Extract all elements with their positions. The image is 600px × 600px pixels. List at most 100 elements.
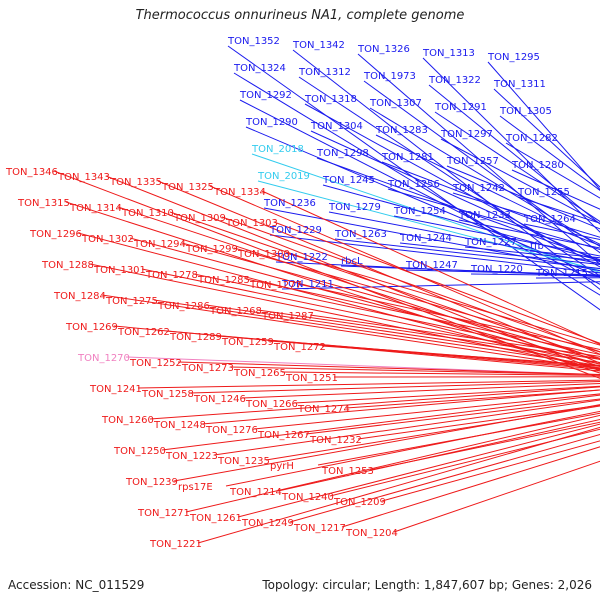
reverse-gene-label[interactable]: TON_1214 bbox=[229, 487, 282, 498]
forward-gene-label[interactable]: TON_1257 bbox=[446, 156, 499, 167]
forward-gene-label[interactable]: TON_2019 bbox=[257, 171, 310, 182]
reverse-gene-label[interactable]: TON_1294 bbox=[133, 239, 186, 250]
reverse-gene-label[interactable]: TON_1265 bbox=[233, 368, 286, 379]
reverse-gene-label[interactable]: TON_1248 bbox=[153, 420, 206, 431]
forward-gene-label[interactable]: TON_1297 bbox=[440, 129, 493, 140]
forward-gene-label[interactable]: TON_1291 bbox=[434, 102, 487, 113]
forward-gene-label[interactable]: TON_1233 bbox=[458, 210, 511, 221]
reverse-gene-label[interactable]: TON_1262 bbox=[117, 327, 170, 338]
forward-gene-label[interactable]: TON_1290 bbox=[245, 117, 298, 128]
reverse-gene-label[interactable]: TON_1240 bbox=[281, 492, 334, 503]
reverse-gene-label[interactable]: TON_1250 bbox=[113, 446, 166, 457]
reverse-gene-label[interactable]: TON_1270 bbox=[77, 353, 130, 364]
forward-gene-label[interactable]: TON_1311 bbox=[493, 79, 546, 90]
reverse-gene-label[interactable]: TON_1261 bbox=[189, 513, 242, 524]
reverse-gene-label[interactable]: TON_1274 bbox=[297, 404, 350, 415]
forward-gene-label[interactable]: TON_1322 bbox=[428, 75, 481, 86]
forward-gene-label[interactable]: TON_1280 bbox=[511, 160, 564, 171]
reverse-gene-label[interactable]: TON_1335 bbox=[109, 177, 162, 188]
reverse-gene-label[interactable]: TON_1277 bbox=[249, 280, 302, 291]
reverse-gene-label[interactable]: pyrH bbox=[270, 461, 294, 472]
forward-gene-label[interactable]: TON_1211 bbox=[281, 279, 334, 290]
forward-gene-label[interactable]: TON_1324 bbox=[233, 63, 286, 74]
reverse-gene-label[interactable]: TON_1241 bbox=[89, 384, 142, 395]
forward-gene-label[interactable]: TON_1283 bbox=[375, 125, 428, 136]
forward-gene-label[interactable]: TON_1352 bbox=[227, 36, 280, 47]
reverse-gene-label[interactable]: TON_1217 bbox=[293, 523, 346, 534]
forward-gene-label[interactable]: TON_1242 bbox=[452, 183, 505, 194]
forward-gene-label[interactable]: TON_1973 bbox=[363, 71, 416, 82]
reverse-gene-label[interactable]: TON_1239 bbox=[125, 477, 178, 488]
reverse-gene-label[interactable]: TON_1285 bbox=[197, 275, 250, 286]
forward-gene-label[interactable]: TON_1295 bbox=[487, 52, 540, 63]
reverse-gene-label[interactable]: TON_1276 bbox=[205, 425, 258, 436]
forward-gene-label[interactable]: TON_1220 bbox=[470, 264, 523, 275]
forward-gene-label[interactable]: TON_1247 bbox=[405, 260, 458, 271]
forward-gene-label[interactable]: TON_1292 bbox=[239, 90, 292, 101]
forward-gene-label[interactable]: TON_1305 bbox=[499, 106, 552, 117]
reverse-gene-label[interactable]: TON_1251 bbox=[285, 373, 338, 384]
reverse-gene-label[interactable]: TON_1278 bbox=[145, 270, 198, 281]
reverse-gene-label[interactable]: TON_1223 bbox=[165, 451, 218, 462]
forward-gene-label[interactable]: TON_1313 bbox=[422, 48, 475, 59]
reverse-gene-label[interactable]: TON_1267 bbox=[257, 430, 310, 441]
forward-gene-label[interactable]: TON_2018 bbox=[251, 144, 304, 155]
reverse-gene-label[interactable]: TON_1266 bbox=[245, 399, 298, 410]
reverse-gene-label[interactable]: TON_1259 bbox=[221, 337, 274, 348]
reverse-gene-label[interactable]: TON_1273 bbox=[181, 363, 234, 374]
reverse-gene-label[interactable]: TON_1235 bbox=[217, 456, 270, 467]
reverse-gene-label[interactable]: TON_1204 bbox=[345, 528, 398, 539]
reverse-gene-label[interactable]: TON_1252 bbox=[129, 358, 182, 369]
forward-gene-label[interactable]: TON_1255 bbox=[517, 187, 570, 198]
forward-gene-label[interactable]: TON_1222 bbox=[275, 252, 328, 263]
forward-gene-label[interactable]: TON_1307 bbox=[369, 98, 422, 109]
forward-gene-label[interactable]: TON_1281 bbox=[381, 152, 434, 163]
reverse-gene-label[interactable]: TON_1300 bbox=[237, 249, 290, 260]
reverse-gene-label[interactable]: TON_1209 bbox=[333, 497, 386, 508]
reverse-gene-label[interactable]: TON_1301 bbox=[93, 265, 146, 276]
reverse-gene-label[interactable]: TON_1260 bbox=[101, 415, 154, 426]
reverse-gene-label[interactable]: TON_1258 bbox=[141, 389, 194, 400]
reverse-gene-label[interactable]: TON_1269 bbox=[65, 322, 118, 333]
reverse-gene-label[interactable]: TON_1275 bbox=[105, 296, 158, 307]
reverse-gene-label[interactable]: TON_1302 bbox=[81, 234, 134, 245]
forward-gene-label[interactable]: TON_1245 bbox=[322, 175, 375, 186]
forward-gene-label[interactable]: TON_1227 bbox=[464, 237, 517, 248]
forward-gene-label[interactable]: TON_1236 bbox=[263, 198, 316, 209]
reverse-gene-label[interactable]: TON_1221 bbox=[149, 539, 202, 550]
forward-gene-label[interactable]: TON_1342 bbox=[292, 40, 345, 51]
reverse-gene-label[interactable]: TON_1288 bbox=[41, 260, 94, 271]
reverse-gene-label[interactable]: TON_1303 bbox=[225, 218, 278, 229]
reverse-gene-label[interactable]: TON_1325 bbox=[161, 182, 214, 193]
reverse-gene-label[interactable]: TON_1343 bbox=[57, 172, 110, 183]
reverse-gene-label[interactable]: TON_1284 bbox=[53, 291, 106, 302]
reverse-gene-label[interactable]: TON_1296 bbox=[29, 229, 82, 240]
reverse-gene-label[interactable]: TON_1309 bbox=[173, 213, 226, 224]
reverse-gene-label[interactable]: TON_1334 bbox=[213, 187, 266, 198]
reverse-gene-label[interactable]: rps17E bbox=[178, 482, 213, 493]
forward-gene-label[interactable]: TON_1282 bbox=[505, 133, 558, 144]
reverse-gene-label[interactable]: TON_1314 bbox=[69, 203, 122, 214]
reverse-gene-label[interactable]: TON_1268 bbox=[209, 306, 262, 317]
reverse-gene-label[interactable]: TON_1232 bbox=[309, 435, 362, 446]
forward-gene-label[interactable]: TON_1263 bbox=[334, 229, 387, 240]
forward-gene-label[interactable]: rbcL bbox=[341, 256, 363, 267]
forward-gene-label[interactable]: TON_1318 bbox=[304, 94, 357, 105]
forward-gene-label[interactable]: TON_1229 bbox=[269, 225, 322, 236]
reverse-gene-label[interactable]: TON_1286 bbox=[157, 301, 210, 312]
forward-gene-label[interactable]: TON_1215 bbox=[535, 268, 588, 279]
forward-gene-label[interactable]: TON_1244 bbox=[399, 233, 452, 244]
reverse-gene-label[interactable]: TON_1346 bbox=[5, 167, 58, 178]
forward-gene-label[interactable]: TON_1254 bbox=[393, 206, 446, 217]
reverse-gene-label[interactable]: TON_1287 bbox=[261, 311, 314, 322]
forward-gene-label[interactable]: TON_1256 bbox=[387, 179, 440, 190]
reverse-gene-label[interactable]: TON_1272 bbox=[273, 342, 326, 353]
forward-gene-label[interactable]: TON_1298 bbox=[316, 148, 369, 159]
reverse-gene-label[interactable]: TON_1310 bbox=[121, 208, 174, 219]
forward-gene-label[interactable]: TON_1312 bbox=[298, 67, 351, 78]
reverse-gene-label[interactable]: TON_1315 bbox=[17, 198, 70, 209]
reverse-gene-label[interactable]: TON_1246 bbox=[193, 394, 246, 405]
reverse-gene-label[interactable]: TON_1253 bbox=[321, 466, 374, 477]
forward-gene-label[interactable]: tfb bbox=[530, 241, 544, 252]
reverse-gene-label[interactable]: TON_1289 bbox=[169, 332, 222, 343]
